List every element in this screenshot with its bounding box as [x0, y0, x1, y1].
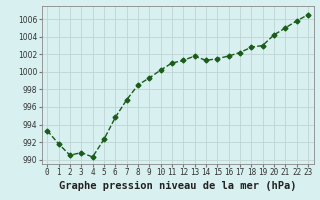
X-axis label: Graphe pression niveau de la mer (hPa): Graphe pression niveau de la mer (hPa) — [59, 181, 296, 191]
